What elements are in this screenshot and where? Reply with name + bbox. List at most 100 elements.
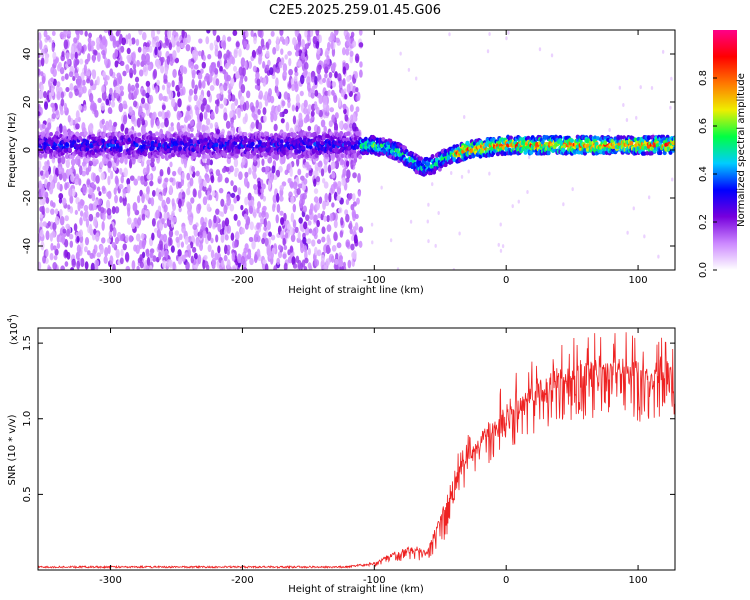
spectrogram-cell (149, 251, 154, 259)
spectrogram-cell (187, 243, 191, 251)
spectrogram-cell (349, 50, 354, 57)
spectrogram-cell (55, 109, 59, 116)
spectrogram-cell (330, 153, 336, 162)
spectrogram-cell (255, 144, 260, 149)
spectrogram-cell (224, 244, 228, 255)
spectrogram-cell (93, 50, 98, 56)
spectrogram-cell (271, 165, 276, 174)
spectrogram-cell (345, 198, 350, 205)
spectrogram-cell (42, 173, 46, 180)
spectrogram-cell (529, 150, 534, 155)
spectrogram-cell (129, 175, 135, 181)
spectrogram-cell (145, 265, 149, 270)
spectrogram-cell (70, 267, 75, 270)
spectrogram-cell (158, 93, 163, 101)
spectrogram-cell (288, 57, 292, 67)
spectrogram-cell (229, 165, 234, 173)
spectrogram-cell (358, 30, 363, 36)
spectrogram-cell (56, 126, 60, 132)
spectrogram-cell (302, 236, 307, 245)
spectrogram-cell (118, 145, 123, 151)
spectrogram-cell (294, 30, 299, 38)
spectrogram-cell (111, 205, 116, 215)
spectrogram-cell (301, 182, 306, 191)
spectrogram-cell (84, 30, 88, 37)
spectrogram-cell (355, 87, 359, 93)
spectrogram-cell (305, 172, 309, 179)
spectrogram-cell (315, 175, 321, 183)
spectrogram-cell (325, 244, 331, 255)
spectrogram-cell (333, 30, 339, 36)
spectrogram-cell (124, 127, 129, 136)
spectrogram-cell (213, 214, 217, 224)
spectrogram-cell (87, 37, 92, 43)
spectrogram-cell (58, 123, 63, 134)
spectrogram-cell (291, 104, 296, 112)
spectrogram-cell (360, 138, 365, 143)
spectrogram-cell (643, 234, 646, 239)
spectrogram-cell (95, 145, 100, 150)
spectrogram-cell (76, 31, 80, 41)
spectrogram-cell (279, 36, 285, 42)
spectrogram-cell (45, 170, 50, 179)
spectrogram-cell (181, 225, 186, 234)
spectrogram-cell (119, 60, 125, 66)
spectrogram-cell (262, 205, 267, 212)
spectrogram-cell (41, 75, 46, 85)
spectrogram-cell (45, 197, 50, 204)
spectrogram-cell (265, 165, 270, 172)
spectrogram-cell (38, 111, 41, 117)
spectrogram-cell (252, 65, 257, 73)
spectrogram-cell (326, 77, 330, 88)
spectrogram-cell (290, 212, 295, 223)
spectrogram-cell (56, 234, 60, 243)
spectrogram-cell (101, 36, 107, 46)
spectrogram-cell (83, 63, 88, 74)
spectrogram-cell (215, 78, 220, 87)
spectrogram-cell (52, 51, 57, 60)
spectrogram-cell (50, 87, 55, 97)
spectrogram-cell (156, 118, 160, 127)
spectrogram-cell (170, 122, 174, 128)
spectrogram-cell (351, 113, 356, 123)
spectrogram-cell (303, 99, 308, 108)
spectrogram-cell (639, 85, 642, 90)
spectrogram-cell (73, 62, 77, 69)
spectrogram-cell (137, 217, 142, 226)
spectrogram-cell (318, 34, 322, 44)
spectrogram-cell (164, 111, 170, 118)
spectrogram-cell (85, 218, 90, 228)
spectrogram-cell (256, 158, 261, 168)
spectrogram-cell (112, 38, 117, 49)
spectrogram-cell (150, 161, 155, 168)
spectrogram-cell (217, 50, 223, 60)
spectrogram-cell (277, 104, 281, 113)
spectrogram-cell (257, 30, 263, 38)
spectrogram-cell (234, 231, 240, 241)
spectrogram-cell (130, 222, 136, 230)
spectrogram-cell (265, 50, 270, 58)
spectrogram-cell (95, 37, 101, 45)
spectrogram-cell (307, 104, 312, 113)
spectrogram-cell (240, 227, 245, 235)
spectrogram-cell (185, 44, 191, 52)
spectrogram-cell (92, 157, 96, 164)
spectrogram-cell (76, 75, 82, 86)
spectrogram-cell (463, 114, 466, 119)
spectrogram-cell (287, 50, 292, 56)
spectrogram-cell (282, 253, 287, 259)
spectrogram-cell (108, 135, 113, 141)
spectrogram-cell (287, 177, 292, 184)
spectrogram-cell (307, 125, 312, 132)
spectrogram-cell (224, 217, 230, 227)
spectrogram-cell (132, 63, 137, 70)
spectrogram-cell (265, 64, 270, 72)
spectrogram-cell (200, 103, 205, 113)
spectrogram-cell (550, 53, 554, 58)
spectrogram-cell (60, 98, 65, 107)
spectrogram-cell (127, 33, 132, 40)
spectrogram-cell (38, 160, 42, 170)
spectrogram-cell (115, 88, 120, 95)
spectrogram-cell (54, 131, 59, 136)
spectrogram-cell (120, 234, 124, 242)
